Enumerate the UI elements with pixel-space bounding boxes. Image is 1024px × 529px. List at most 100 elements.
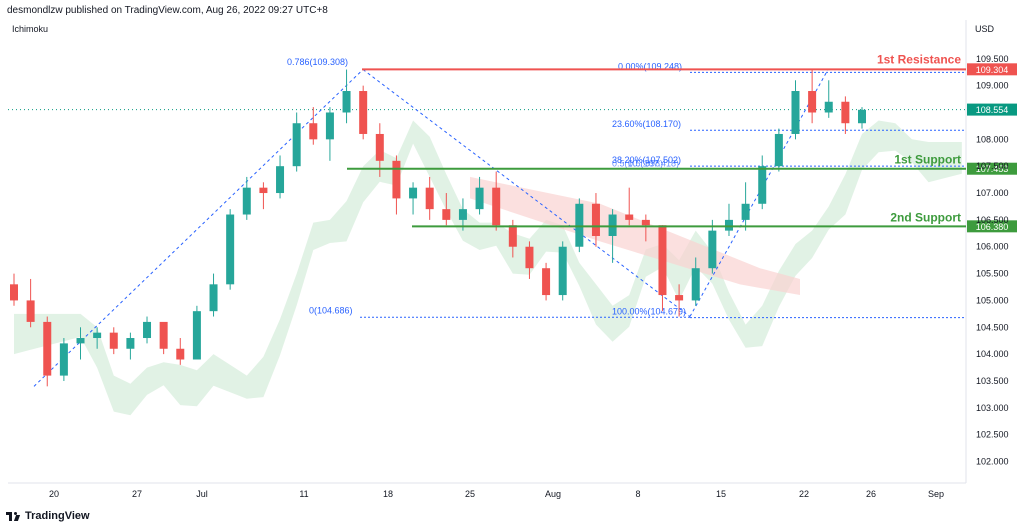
x-tick-label: 8 [635,489,640,499]
level-price-label: 106.380 [976,222,1009,232]
trend-line [689,69,829,317]
candle-body [109,332,118,349]
y-tick-label: 102.000 [976,457,1009,467]
candle-body [691,268,700,301]
candle-body [442,209,451,220]
level-name: 2nd Support [890,210,961,224]
candle-body [558,246,567,296]
x-tick-label: 27 [132,489,142,499]
candle-body [276,166,285,194]
y-tick-label: 106.500 [976,215,1009,225]
candle-body [359,91,368,134]
candle-body [176,348,185,360]
candle-body [808,91,817,113]
price-chart[interactable]: 0.00%(109.248) 23.60%(108.170) 38.20%(107.… [0,0,1024,510]
level-price-label: 109.304 [976,65,1009,75]
candle-body [508,225,517,247]
trend-line [362,69,691,317]
candle-body [525,246,534,269]
x-tick-label: 22 [799,489,809,499]
level-name: 1st Support [894,153,961,167]
y-tick-label: 109.000 [976,81,1009,91]
y-tick-label: 108.000 [976,134,1009,144]
y-tick-label: 103.500 [976,376,1009,386]
fib-label-right: 100.00%(104.679) [612,307,686,317]
y-tick-label: 109.500 [976,54,1009,64]
candle-body [774,133,783,167]
candle-body [342,91,351,113]
candle-body [608,214,617,236]
candle-body [76,338,85,344]
fib-label-overlap: 0.5(107.418) [628,158,679,168]
candle-body [309,123,318,140]
candle-body [292,123,301,167]
candle-body [458,209,467,220]
candle-body [708,230,717,269]
candle-body [93,332,102,339]
y-tick-label: 107.500 [976,161,1009,171]
candle-body [575,203,584,247]
candle-body [159,321,168,349]
candle-body [625,214,634,220]
candle-body [325,112,334,140]
candle-body [675,295,684,301]
y-tick-label: 107.000 [976,188,1009,198]
footer: TradingView [6,510,90,522]
candle-body [724,219,733,231]
fib-label-overlap: 0.5(10...998) [612,158,663,168]
candle-body [425,187,434,210]
candle-body [43,321,52,376]
candle-body [242,187,251,215]
candle-body [741,203,750,220]
x-tick-label: Aug [545,489,561,499]
y-tick-label: 103.000 [976,403,1009,413]
publish-header: desmondlzw published on TradingView.com,… [7,5,328,16]
candle-body [10,284,18,301]
candle-body [542,268,551,296]
x-tick-label: Sep [928,489,944,499]
fib-label-right: 0.00%(109.248) [618,61,682,71]
candle-body [26,300,35,322]
y-tick-label: 104.000 [976,349,1009,359]
candle-body [259,187,268,194]
candle-body [226,214,235,285]
x-tick-label: 15 [716,489,726,499]
candle-body [475,187,484,210]
candle-body [392,160,401,199]
footer-brand: TradingView [25,510,90,522]
x-tick-label: 20 [49,489,59,499]
candle-body [492,187,501,226]
x-tick-label: 26 [866,489,876,499]
level-price-label: 107.453 [976,164,1009,174]
candle-body [658,225,667,296]
candle-body [209,284,218,312]
fib-label-left: 0(104.686) [309,305,353,315]
y-tick-label: 105.000 [976,295,1009,305]
current-price-tag [967,103,1017,116]
level-price-tag [967,162,1017,175]
candle-body [192,311,201,360]
level-price-tag [967,220,1017,233]
candle-body [143,321,152,339]
y-tick-label: 104.500 [976,322,1009,332]
candle-body [791,91,800,134]
x-tick-label: Jul [196,489,208,499]
candle-body [641,219,650,226]
candle-body [758,166,767,204]
candle-body [841,101,850,124]
candle-body [591,203,600,236]
y-tick-label: 105.500 [976,269,1009,279]
x-tick-label: 25 [465,489,475,499]
candle-body [126,338,135,349]
fib-label-left: 0.786(109.308) [287,57,348,67]
trend-line [33,69,364,387]
level-price-tag [967,63,1017,76]
currency-label: USD [975,24,995,34]
level-name: 1st Resistance [877,52,961,66]
candle-body [858,109,866,124]
x-tick-label: 11 [299,489,308,499]
candle-body [409,187,418,199]
candle-body [375,133,384,161]
candle-body [824,101,833,113]
indicator-label: Ichimoku [12,24,49,34]
